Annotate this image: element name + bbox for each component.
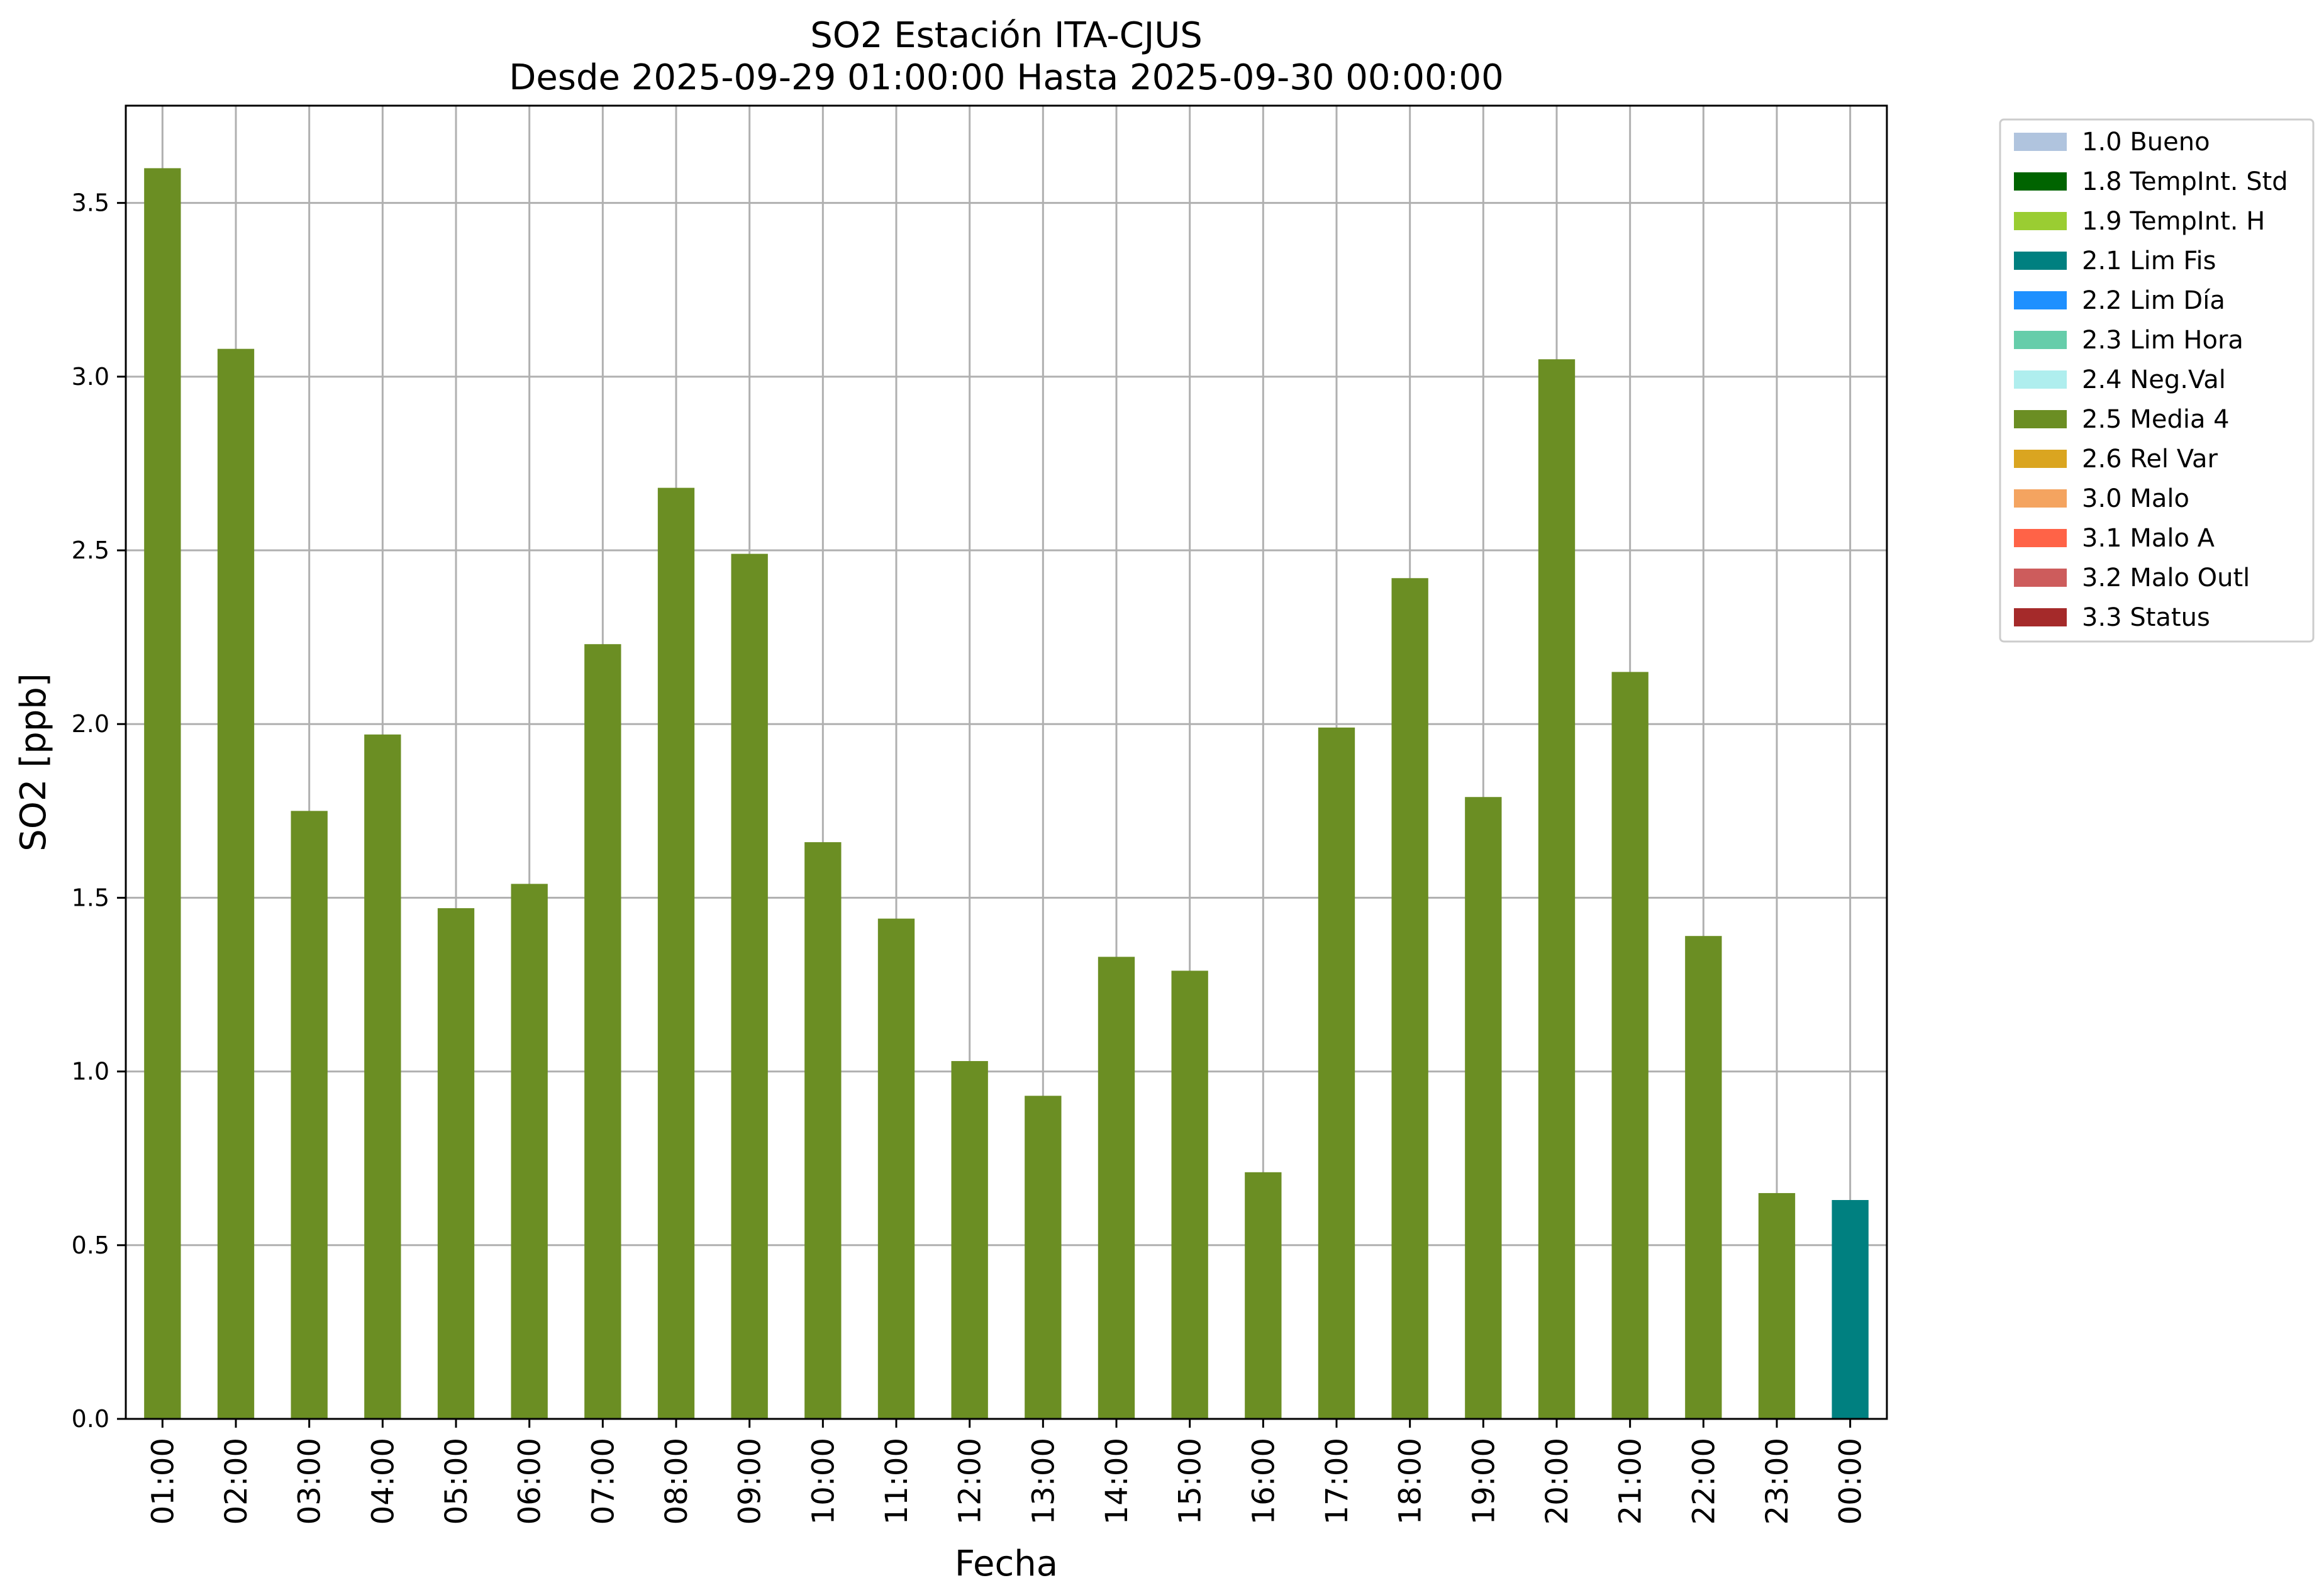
x-tick-label: 10:00 xyxy=(806,1438,841,1525)
x-tick-label: 23:00 xyxy=(1760,1438,1795,1525)
x-tick-label: 12:00 xyxy=(953,1438,988,1525)
legend-swatch xyxy=(2014,450,2067,468)
chart-subtitle: Desde 2025-09-29 01:00:00 Hasta 2025-09-… xyxy=(509,57,1504,98)
x-axis-ticks: 01:00 02:00 03:00 04:00 05:00 06:00 07:00 08:00… xyxy=(145,1419,1869,1525)
legend-items: 1.0 Bueno 1.8 TempInt. Std 1.9 TempInt. H 2… xyxy=(2014,128,2288,632)
bar-0200 xyxy=(217,348,255,1419)
bars xyxy=(144,168,1869,1420)
legend-swatch xyxy=(2014,291,2067,309)
legend: 1.0 Bueno 1.8 TempInt. Std 1.9 TempInt. H 2… xyxy=(1999,118,2315,643)
y-axis-ticks: 0.0 0.5 1.0 1.5 2.0 2.5 3.0 3.5 xyxy=(72,189,126,1433)
legend-entry: 1.8 TempInt. Std xyxy=(2082,167,2288,196)
bar-1800 xyxy=(1391,578,1428,1420)
bar-1600 xyxy=(1245,1172,1282,1419)
bar-0400 xyxy=(364,734,401,1419)
x-tick-label: 06:00 xyxy=(513,1438,548,1525)
x-tick-label: 14:00 xyxy=(1099,1438,1135,1525)
bar-2100 xyxy=(1611,672,1648,1419)
x-tick-label: 05:00 xyxy=(439,1438,474,1525)
y-tick-label: 3.0 xyxy=(72,363,109,391)
x-tick-label: 01:00 xyxy=(145,1438,181,1525)
legend-entry: 2.6 Rel Var xyxy=(2082,445,2218,474)
bar-0900 xyxy=(731,553,768,1419)
bar-1400 xyxy=(1098,957,1135,1419)
legend-entry: 2.3 Lim Hora xyxy=(2082,326,2243,355)
x-tick-label: 22:00 xyxy=(1686,1438,1721,1525)
y-tick-label: 2.0 xyxy=(72,710,109,738)
bar-2200 xyxy=(1685,936,1722,1419)
bar-1500 xyxy=(1171,970,1208,1419)
bar-1900 xyxy=(1465,797,1502,1419)
legend-box xyxy=(1999,118,2315,643)
x-tick-label: 08:00 xyxy=(659,1438,694,1525)
legend-entry: 2.1 Lim Fis xyxy=(2082,247,2216,275)
y-tick-label: 3.5 xyxy=(72,189,109,217)
legend-swatch xyxy=(2014,569,2067,587)
y-tick-label: 2.5 xyxy=(72,536,109,564)
x-tick-label: 00:00 xyxy=(1833,1438,1869,1525)
x-tick-label: 13:00 xyxy=(1026,1438,1061,1525)
legend-swatch xyxy=(2014,608,2067,626)
legend-swatch xyxy=(2014,331,2067,349)
x-tick-label: 16:00 xyxy=(1246,1438,1281,1525)
legend-entry: 2.4 Neg.Val xyxy=(2082,365,2226,394)
bar-1100 xyxy=(877,918,915,1419)
bar-0700 xyxy=(584,644,621,1419)
x-tick-label: 21:00 xyxy=(1613,1438,1648,1525)
legend-swatch xyxy=(2014,133,2067,151)
legend-swatch xyxy=(2014,370,2067,389)
legend-swatch xyxy=(2014,529,2067,547)
x-tick-label: 09:00 xyxy=(733,1438,768,1525)
bar-2000 xyxy=(1538,359,1576,1420)
legend-entry: 3.3 Status xyxy=(2082,603,2210,632)
x-tick-label: 02:00 xyxy=(219,1438,254,1525)
bar-0600 xyxy=(511,884,548,1419)
bar-2300 xyxy=(1758,1192,1796,1419)
x-tick-label: 20:00 xyxy=(1540,1438,1575,1525)
plot-frame xyxy=(125,104,1888,1420)
y-tick-label: 1.5 xyxy=(72,884,109,911)
bar-1200 xyxy=(951,1061,988,1419)
x-tick-label: 11:00 xyxy=(879,1438,915,1525)
bar-1000 xyxy=(804,842,842,1419)
x-tick-label: 15:00 xyxy=(1173,1438,1208,1525)
legend-entry: 1.0 Bueno xyxy=(2082,128,2210,157)
y-axis-label: SO2 [ppb] xyxy=(13,673,54,851)
x-tick-label: 07:00 xyxy=(586,1438,621,1525)
y-tick-label: 1.0 xyxy=(72,1058,109,1086)
legend-entry: 2.5 Media 4 xyxy=(2082,405,2230,434)
bar-0000 xyxy=(1832,1200,1869,1419)
legend-entry: 2.2 Lim Día xyxy=(2082,286,2225,315)
legend-swatch xyxy=(2014,212,2067,230)
chart-title: SO2 Estación ITA-CJUS xyxy=(810,15,1203,56)
x-tick-label: 18:00 xyxy=(1393,1438,1428,1525)
bar-1700 xyxy=(1318,727,1355,1419)
legend-entry: 3.1 Malo A xyxy=(2082,524,2215,553)
legend-swatch xyxy=(2014,410,2067,428)
bar-1300 xyxy=(1025,1096,1062,1419)
legend-entry: 3.0 Malo xyxy=(2082,484,2189,513)
legend-swatch xyxy=(2014,252,2067,270)
y-tick-label: 0.5 xyxy=(72,1231,109,1259)
x-tick-label: 17:00 xyxy=(1320,1438,1355,1525)
x-tick-label: 19:00 xyxy=(1466,1438,1501,1525)
legend-swatch xyxy=(2014,172,2067,191)
legend-entry: 1.9 TempInt. H xyxy=(2082,207,2265,236)
y-tick-label: 0.0 xyxy=(72,1405,109,1433)
bar-0300 xyxy=(291,811,328,1419)
legend-entry: 3.2 Malo Outl xyxy=(2082,564,2250,592)
bar-0500 xyxy=(437,908,475,1419)
legend-swatch xyxy=(2014,489,2067,508)
bar-0100 xyxy=(144,168,181,1419)
x-tick-label: 03:00 xyxy=(292,1438,328,1525)
x-tick-label: 04:00 xyxy=(365,1438,401,1525)
bar-0800 xyxy=(657,487,695,1419)
x-axis-label: Fecha xyxy=(955,1543,1058,1584)
